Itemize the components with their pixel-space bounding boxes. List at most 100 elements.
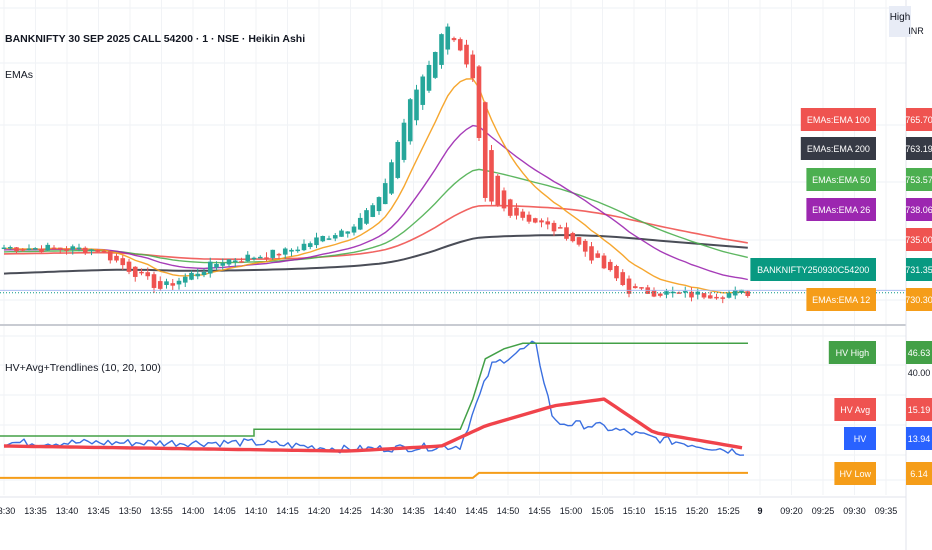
time-tick-label: 14:35	[402, 506, 425, 516]
price-pane[interactable]	[0, 23, 906, 304]
candle-body	[20, 249, 26, 251]
candle-body	[276, 253, 282, 256]
series-label-value: 753.57	[905, 175, 932, 185]
candle-body	[632, 286, 638, 289]
candle-body	[701, 293, 707, 298]
series-label-bg	[800, 108, 876, 131]
candle-body	[745, 291, 751, 296]
series-label-name: EMAs:EMA 100	[807, 115, 870, 125]
series-label-value-bg	[906, 137, 932, 160]
candle-body	[332, 235, 338, 239]
candle-body	[189, 272, 194, 280]
candle-body	[545, 221, 551, 225]
time-tick-label: 14:20	[308, 506, 331, 516]
candle-body	[195, 273, 201, 277]
candle-body	[495, 175, 501, 206]
candle-body	[139, 271, 144, 274]
axis-tick-label: 40.00	[908, 368, 931, 378]
series-label-value: 738.06	[905, 205, 932, 215]
series-label-value: 731.35	[905, 265, 932, 275]
candle-body	[714, 296, 719, 299]
candle-body	[301, 243, 307, 251]
candle-body	[270, 249, 276, 258]
candle-body	[395, 141, 401, 178]
candle-body	[157, 281, 163, 289]
candle-body	[82, 247, 88, 254]
hv-high-line	[0, 342, 748, 437]
series-label-name: EMAs:EMA 200	[807, 144, 870, 154]
series-label-bg	[806, 198, 876, 221]
time-tick-label: 14:00	[182, 506, 205, 516]
series-label-name: HV Avg	[840, 405, 870, 415]
time-tick-label: 13:50	[119, 506, 142, 516]
candle-body	[326, 238, 332, 240]
candle-body	[626, 278, 632, 294]
time-tick-label: 09:20	[780, 506, 803, 516]
time-tick-label: 15:20	[686, 506, 709, 516]
series-label-bg	[750, 258, 876, 281]
candle-body	[182, 276, 188, 283]
candle-body	[420, 76, 426, 105]
candle-body	[45, 244, 51, 251]
candle-body	[457, 39, 463, 51]
series-label-value-bg	[906, 427, 932, 450]
candle-body	[382, 183, 388, 205]
time-axis[interactable]: 13:30 13:35 13:40 13:45 13:50 13:55 14:00 14:05…	[0, 506, 897, 516]
candle-body	[170, 283, 176, 286]
time-tick-label: 13:45	[87, 506, 110, 516]
candle-body	[482, 102, 488, 198]
ema-12-line	[3, 78, 748, 294]
candle-body	[239, 261, 244, 263]
candle-body	[101, 250, 107, 253]
series-label-value-bg	[906, 228, 932, 251]
scale-mode-button[interactable]	[889, 6, 911, 37]
candle-body	[264, 257, 269, 259]
candle-body	[114, 255, 119, 261]
series-label-value-bg	[906, 462, 932, 485]
hv-pane[interactable]	[0, 340, 748, 479]
candle-body	[201, 271, 207, 276]
hv-indicator-title[interactable]: HV+Avg+Trendlines (10, 20, 100)	[5, 362, 161, 374]
candle-body	[14, 247, 19, 252]
series-label-value: 13.94	[908, 434, 931, 444]
candle-body	[582, 240, 588, 252]
candle-body	[214, 263, 219, 268]
candle-body	[470, 54, 476, 79]
candle-body	[51, 247, 57, 250]
hv-low-line	[0, 471, 748, 479]
candle-body	[682, 291, 688, 293]
candle-body	[451, 38, 457, 41]
candle-body	[226, 259, 232, 265]
time-tick-label: 13:30	[0, 506, 15, 516]
ema-indicator-title[interactable]: EMAs	[5, 69, 33, 81]
candle-body	[401, 122, 407, 160]
candle-body	[307, 243, 313, 247]
time-tick-label: 13:40	[56, 506, 79, 516]
series-label-value: 730.30	[905, 295, 932, 305]
series-label-bg	[834, 462, 876, 485]
candle-body	[107, 251, 113, 261]
time-tick-label: 14:50	[497, 506, 520, 516]
candle-body	[126, 261, 132, 272]
ema-200-line	[3, 234, 748, 275]
time-tick-label: 14:55	[528, 506, 551, 516]
symbol-title[interactable]: BANKNIFTY 30 SEP 2025 CALL 54200 · 1 · N…	[5, 33, 305, 45]
series-label-name: EMAs:EMA 50	[812, 175, 870, 185]
series-label-bg	[806, 168, 876, 191]
candle-body	[95, 249, 101, 252]
candle-body	[39, 248, 44, 253]
candle-body	[476, 66, 482, 138]
candle-body	[414, 89, 419, 121]
time-tick-label: 14:10	[245, 506, 268, 516]
candle-body	[145, 272, 151, 277]
time-tick-label: 14:15	[276, 506, 299, 516]
candle-body	[689, 291, 694, 298]
series-label-name: HV High	[836, 348, 870, 358]
scale-mode-label: High	[890, 12, 911, 23]
currency-label: INR	[908, 26, 924, 36]
candle-body	[151, 274, 157, 288]
candle-body	[370, 205, 376, 217]
candle-body	[364, 210, 369, 224]
series-label-bg	[806, 288, 876, 311]
